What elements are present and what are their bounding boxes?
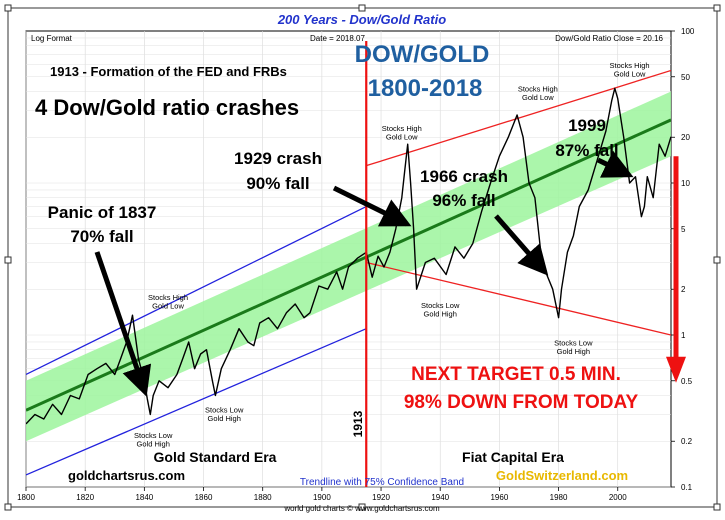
- x-tick-label: 1800: [17, 493, 35, 502]
- y-tick-label: 0.2: [681, 437, 693, 446]
- resize-handle-bc[interactable]: [358, 503, 366, 511]
- x-tick-label: 1840: [135, 493, 153, 502]
- resize-handle-tc[interactable]: [358, 4, 366, 12]
- crash-1929-title: 1929 crash: [234, 149, 322, 168]
- stocks-low-label-4: Stocks Low Gold High: [554, 339, 593, 357]
- resize-handle-br[interactable]: [713, 503, 721, 511]
- y-axis-ticks: 100 50 20 10 5 2 1 0.5 0.2 0.1: [671, 27, 695, 492]
- chart-title: 200 Years - Dow/Gold Ratio: [277, 12, 446, 27]
- goldswitzerland-source: GoldSwitzerland.com: [496, 468, 628, 483]
- x-axis-ticks: 1800 1820 1840 1860 1880 1900 1920 1940 1960 1980…: [17, 487, 627, 502]
- stocks-high-label-4: Stocks High Gold Low: [610, 61, 650, 79]
- headline-dow-gold: DOW/GOLD: [355, 41, 490, 68]
- crash-1999-title: 1999: [568, 116, 606, 135]
- gold-standard-upper-channel: [26, 205, 367, 376]
- crash-1999-arrow: [596, 150, 634, 178]
- headline-years: 1800-2018: [368, 75, 483, 102]
- stocks-high-label-2: Stocks High Gold Low: [382, 124, 422, 142]
- stocks-low-label-2: Stocks Low Gold High: [205, 405, 244, 423]
- target-text-line-2: 98% DOWN FROM TODAY: [404, 392, 639, 413]
- y-tick-label: 10: [681, 179, 690, 188]
- x-tick-label: 1820: [76, 493, 94, 502]
- crash-1966-fall: 96% fall: [432, 191, 495, 210]
- resize-handle-bl[interactable]: [4, 503, 12, 511]
- panic-1837-title: Panic of 1837: [48, 203, 157, 222]
- y-tick-label: 0.5: [681, 377, 693, 386]
- x-tick-label: 1880: [254, 493, 272, 502]
- stocks-low-label-3: Stocks Low Gold High: [421, 301, 460, 319]
- crash-1966-title: 1966 crash: [420, 167, 508, 186]
- stocks-gold-annotations: Stocks High Gold Low Stocks Low Gold High St…: [134, 61, 650, 448]
- stocks-high-label-3: Stocks High Gold Low: [518, 84, 558, 102]
- target-arrow-layer: [666, 156, 686, 383]
- stocks-low-label-1: Stocks Low Gold High: [134, 431, 173, 449]
- log-format-label: Log Format: [31, 34, 73, 43]
- fed-year-label: 1913: [351, 410, 365, 437]
- x-tick-label: 1860: [195, 493, 213, 502]
- panic-1837-arrow: [94, 251, 152, 397]
- channel-lines-layer: [26, 69, 671, 476]
- date-label: Date = 2018.07: [310, 34, 365, 43]
- x-tick-label: 2000: [609, 493, 627, 502]
- y-tick-label: 50: [681, 73, 690, 82]
- y-tick-label: 5: [681, 225, 686, 234]
- gold-standard-era-label: Gold Standard Era: [154, 449, 277, 465]
- x-tick-label: 1940: [431, 493, 449, 502]
- crashes-heading: 4 Dow/Gold ratio crashes: [35, 95, 299, 120]
- resize-handle-tr[interactable]: [713, 4, 721, 12]
- resize-handle-tl[interactable]: [4, 4, 12, 12]
- fiat-capital-era-label: Fiat Capital Era: [462, 449, 564, 465]
- gold-standard-lower-channel: [26, 328, 367, 476]
- y-tick-label: 0.1: [681, 483, 693, 492]
- x-tick-label: 1980: [550, 493, 568, 502]
- footer-credit: world gold charts © www.goldchartsrus.co…: [283, 504, 440, 513]
- crash-1929-fall: 90% fall: [246, 174, 309, 193]
- target-text-line-1: NEXT TARGET 0.5 MIN.: [411, 364, 621, 385]
- x-tick-label: 1900: [313, 493, 331, 502]
- crash-1929-arrow: [332, 185, 412, 227]
- x-tick-label: 1960: [490, 493, 508, 502]
- y-tick-label: 100: [681, 27, 695, 36]
- fed-formation-note: 1913 - Formation of the FED and FRBs: [50, 64, 287, 79]
- trendline-band-label: Trendline with 75% Confidence Band: [300, 477, 464, 488]
- target-arrow-head: [666, 356, 686, 383]
- fiat-lower-channel: [366, 261, 671, 336]
- y-tick-label: 20: [681, 133, 690, 142]
- goldchartsrus-source: goldchartsrus.com: [68, 468, 185, 483]
- x-tick-label: 1920: [372, 493, 390, 502]
- crash-1966-arrow: [494, 214, 549, 276]
- panic-1837-fall: 70% fall: [70, 227, 133, 246]
- resize-handle-ml[interactable]: [4, 256, 12, 264]
- ratio-close-label: Dow/Gold Ratio Close = 20.16: [555, 34, 663, 43]
- crash-1999-fall: 87% fall: [555, 141, 618, 160]
- y-tick-label: 2: [681, 285, 686, 294]
- y-tick-label: 1: [681, 331, 686, 340]
- resize-handle-mr[interactable]: [713, 256, 721, 264]
- stocks-high-label-1: Stocks High Gold Low: [148, 293, 188, 311]
